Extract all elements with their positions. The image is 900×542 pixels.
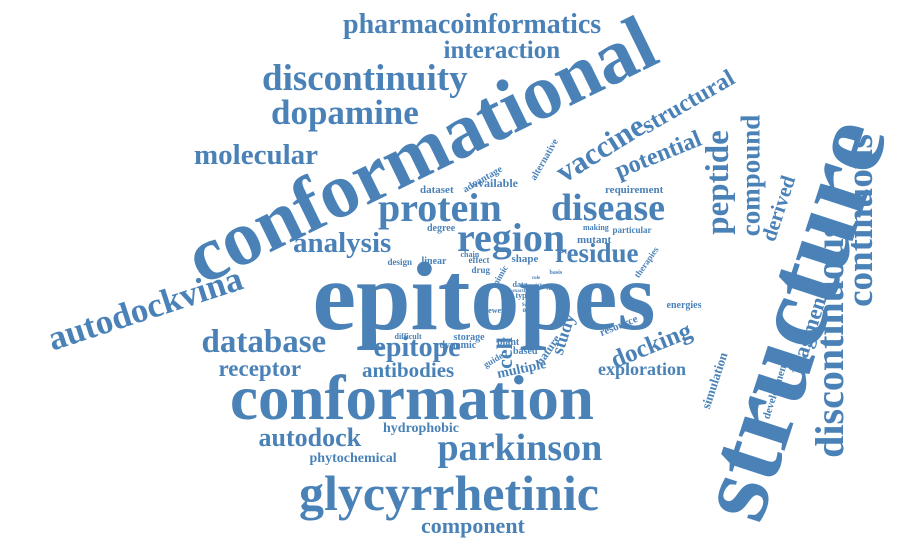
word-dataset: dataset bbox=[420, 183, 454, 196]
word-energies: energies bbox=[666, 300, 702, 311]
word-receptor: receptor bbox=[218, 355, 302, 381]
word-antibodies: antibodies bbox=[362, 357, 455, 382]
word-degree: degree bbox=[427, 223, 456, 234]
word-hydrophobic: hydrophobic bbox=[383, 421, 459, 436]
word-autodock: autodock bbox=[258, 423, 362, 452]
word-region: region bbox=[457, 215, 566, 260]
word-order: order bbox=[522, 305, 540, 314]
word-making: making bbox=[583, 223, 609, 232]
word-few: few bbox=[482, 289, 490, 295]
word-exactly: exactly bbox=[512, 288, 528, 294]
word-pharmacoinformatics: pharmacoinformatics bbox=[343, 9, 602, 40]
word-database: database bbox=[201, 323, 327, 360]
word-data: data bbox=[512, 280, 528, 289]
word-type: type bbox=[515, 291, 531, 300]
word-particular: particular bbox=[612, 224, 652, 235]
word-parkinson: parkinson bbox=[437, 427, 603, 469]
word-safety: safety bbox=[522, 299, 540, 308]
word-based: based bbox=[513, 346, 538, 357]
word-epitope: epitope bbox=[373, 332, 461, 363]
word-fewer: fewer bbox=[485, 306, 505, 315]
word-storage: storage bbox=[453, 332, 485, 343]
word-exploration: exploration bbox=[598, 359, 686, 379]
word-conformation: conformation bbox=[230, 362, 594, 433]
word-epitopes: epitopes bbox=[312, 243, 656, 351]
word-peptide: peptide bbox=[699, 129, 736, 235]
word-ability: ability bbox=[533, 283, 547, 289]
word-molecular: molecular bbox=[194, 138, 319, 171]
word-analysis: analysis bbox=[293, 226, 392, 259]
word-difficult: difficult bbox=[394, 332, 422, 341]
word-disease: disease bbox=[551, 187, 665, 229]
word-discontinuity: discontinuity bbox=[262, 57, 468, 99]
word-drug: drug bbox=[471, 264, 491, 275]
word-available: available bbox=[472, 176, 519, 190]
word-role: role bbox=[532, 275, 541, 281]
word-residue: residue bbox=[555, 237, 639, 268]
word-phytochemical: phytochemical bbox=[309, 451, 397, 466]
word-protein: protein bbox=[378, 185, 502, 230]
word-shape: shape bbox=[511, 252, 539, 265]
word-effect: effect bbox=[468, 254, 490, 265]
word-requirement: requirement bbox=[605, 183, 664, 196]
word-plant: plant bbox=[497, 337, 520, 348]
word-basis: basis bbox=[549, 270, 563, 276]
word-glycyrrhetinic: glycyrrhetinic bbox=[299, 465, 599, 521]
word-design: design bbox=[387, 256, 413, 267]
word-component: component bbox=[421, 513, 525, 538]
word-linear: linear bbox=[421, 256, 447, 267]
word-chain: chain bbox=[460, 250, 480, 259]
word-interaction: interaction bbox=[443, 36, 561, 64]
word-dopamine: dopamine bbox=[271, 92, 419, 132]
word-clean: clean bbox=[546, 286, 558, 292]
word-mutant: mutant bbox=[577, 233, 612, 246]
word-dynamic: dynamic bbox=[439, 340, 477, 351]
